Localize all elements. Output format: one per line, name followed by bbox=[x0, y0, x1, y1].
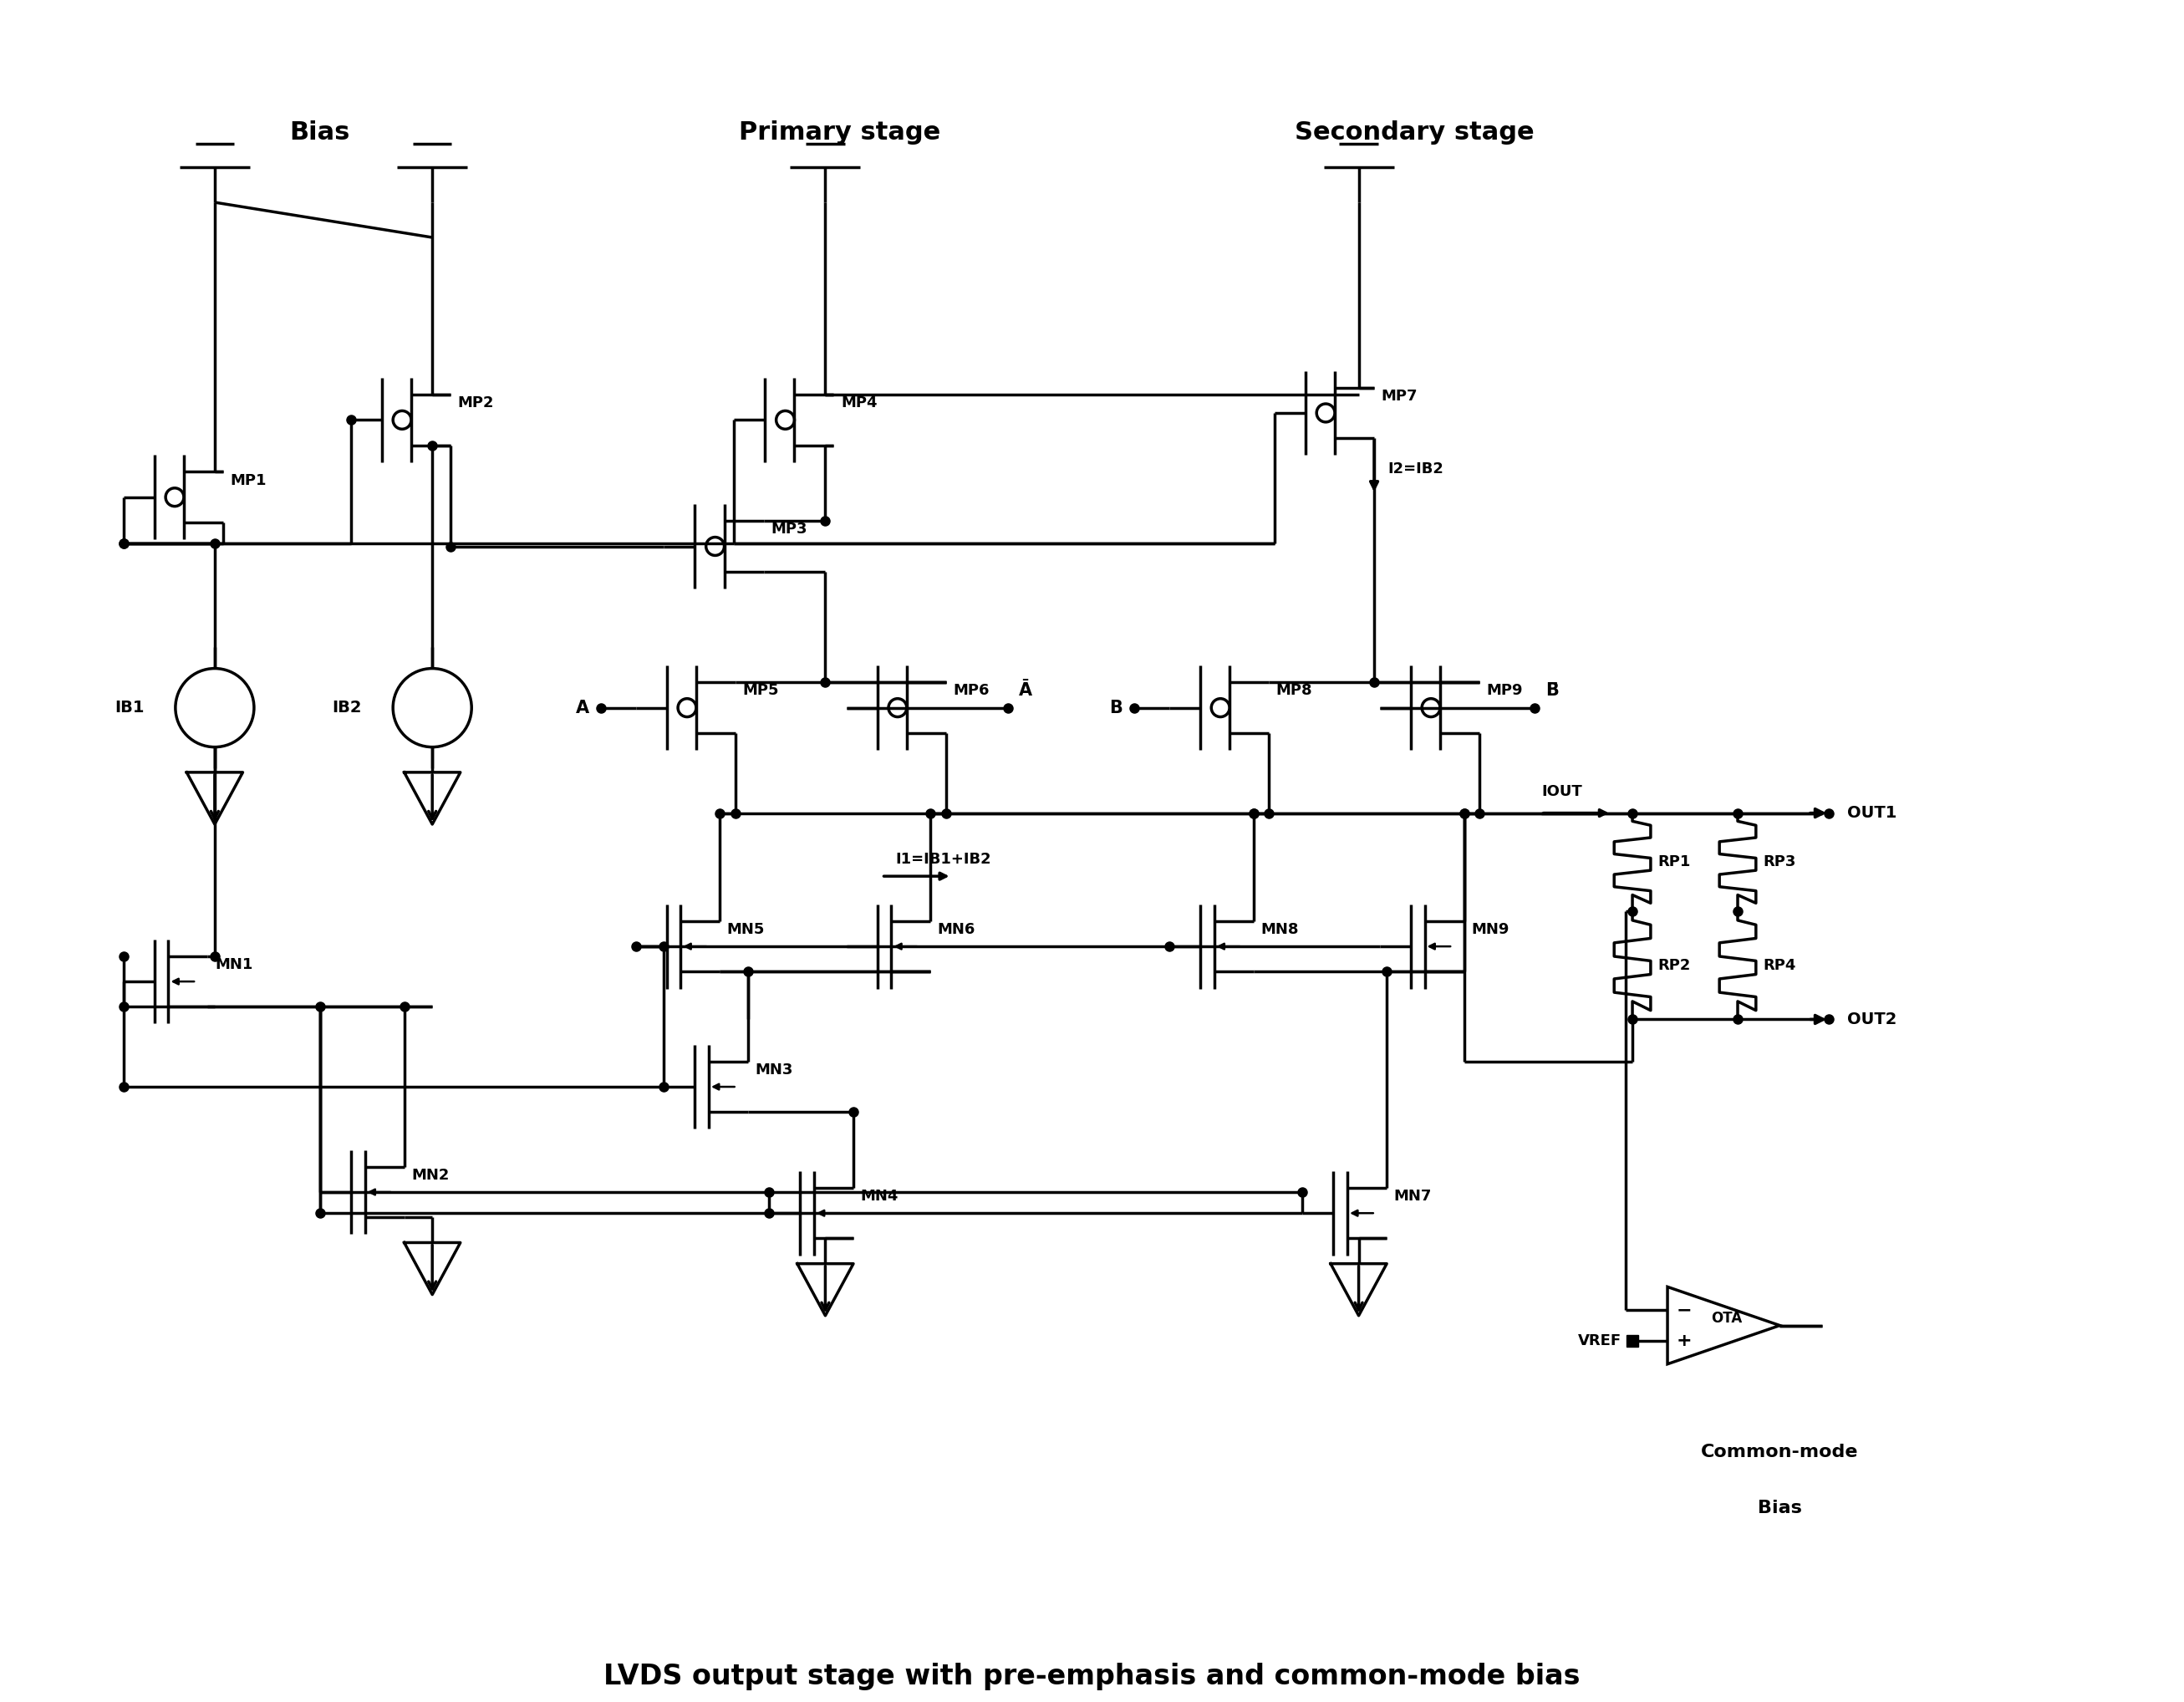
Text: RP1: RP1 bbox=[1658, 854, 1690, 870]
Text: MP4: MP4 bbox=[841, 395, 878, 410]
Text: I1=IB1+IB2: I1=IB1+IB2 bbox=[895, 851, 992, 866]
Text: B̄: B̄ bbox=[1546, 683, 1559, 700]
Text: B: B bbox=[1109, 700, 1123, 717]
Text: LVDS output stage with pre-emphasis and common-mode bias: LVDS output stage with pre-emphasis and … bbox=[603, 1663, 1581, 1690]
Text: IOUT: IOUT bbox=[1542, 785, 1581, 800]
Text: MP1: MP1 bbox=[229, 473, 266, 488]
Text: Ā: Ā bbox=[1020, 683, 1033, 700]
Text: MN9: MN9 bbox=[1472, 922, 1509, 938]
Text: MP9: MP9 bbox=[1487, 684, 1522, 698]
Text: MN8: MN8 bbox=[1260, 922, 1299, 938]
Text: Bias: Bias bbox=[290, 121, 349, 145]
Text: OUT2: OUT2 bbox=[1848, 1011, 1896, 1028]
Text: A: A bbox=[577, 700, 590, 717]
Text: MP8: MP8 bbox=[1275, 684, 1313, 698]
Text: +: + bbox=[1677, 1333, 1693, 1350]
Text: MN1: MN1 bbox=[214, 957, 253, 972]
Text: IB2: IB2 bbox=[332, 700, 363, 715]
Text: I2=IB2: I2=IB2 bbox=[1389, 461, 1444, 477]
Text: MN4: MN4 bbox=[860, 1188, 898, 1203]
Text: MN6: MN6 bbox=[937, 922, 976, 938]
Text: MP2: MP2 bbox=[459, 395, 494, 410]
Text: Common-mode: Common-mode bbox=[1701, 1443, 1859, 1460]
Text: RP3: RP3 bbox=[1762, 854, 1795, 870]
Text: Bias: Bias bbox=[1758, 1499, 1802, 1516]
Text: MP6: MP6 bbox=[952, 684, 989, 698]
Text: OTA: OTA bbox=[1710, 1311, 1743, 1326]
Text: VREF: VREF bbox=[1577, 1333, 1621, 1348]
Text: MN7: MN7 bbox=[1393, 1188, 1433, 1203]
Text: OUT1: OUT1 bbox=[1848, 805, 1896, 820]
Text: RP2: RP2 bbox=[1658, 958, 1690, 974]
Text: MP5: MP5 bbox=[743, 684, 780, 698]
Text: MN5: MN5 bbox=[727, 922, 764, 938]
Text: −: − bbox=[1677, 1302, 1693, 1319]
Text: RP4: RP4 bbox=[1762, 958, 1795, 974]
Text: MN2: MN2 bbox=[411, 1168, 450, 1183]
Text: IB1: IB1 bbox=[116, 700, 144, 715]
Text: MN3: MN3 bbox=[756, 1062, 793, 1077]
Text: MP7: MP7 bbox=[1380, 388, 1417, 403]
Text: Primary stage: Primary stage bbox=[738, 121, 939, 145]
Text: Secondary stage: Secondary stage bbox=[1295, 121, 1535, 145]
Text: MP3: MP3 bbox=[771, 523, 806, 536]
